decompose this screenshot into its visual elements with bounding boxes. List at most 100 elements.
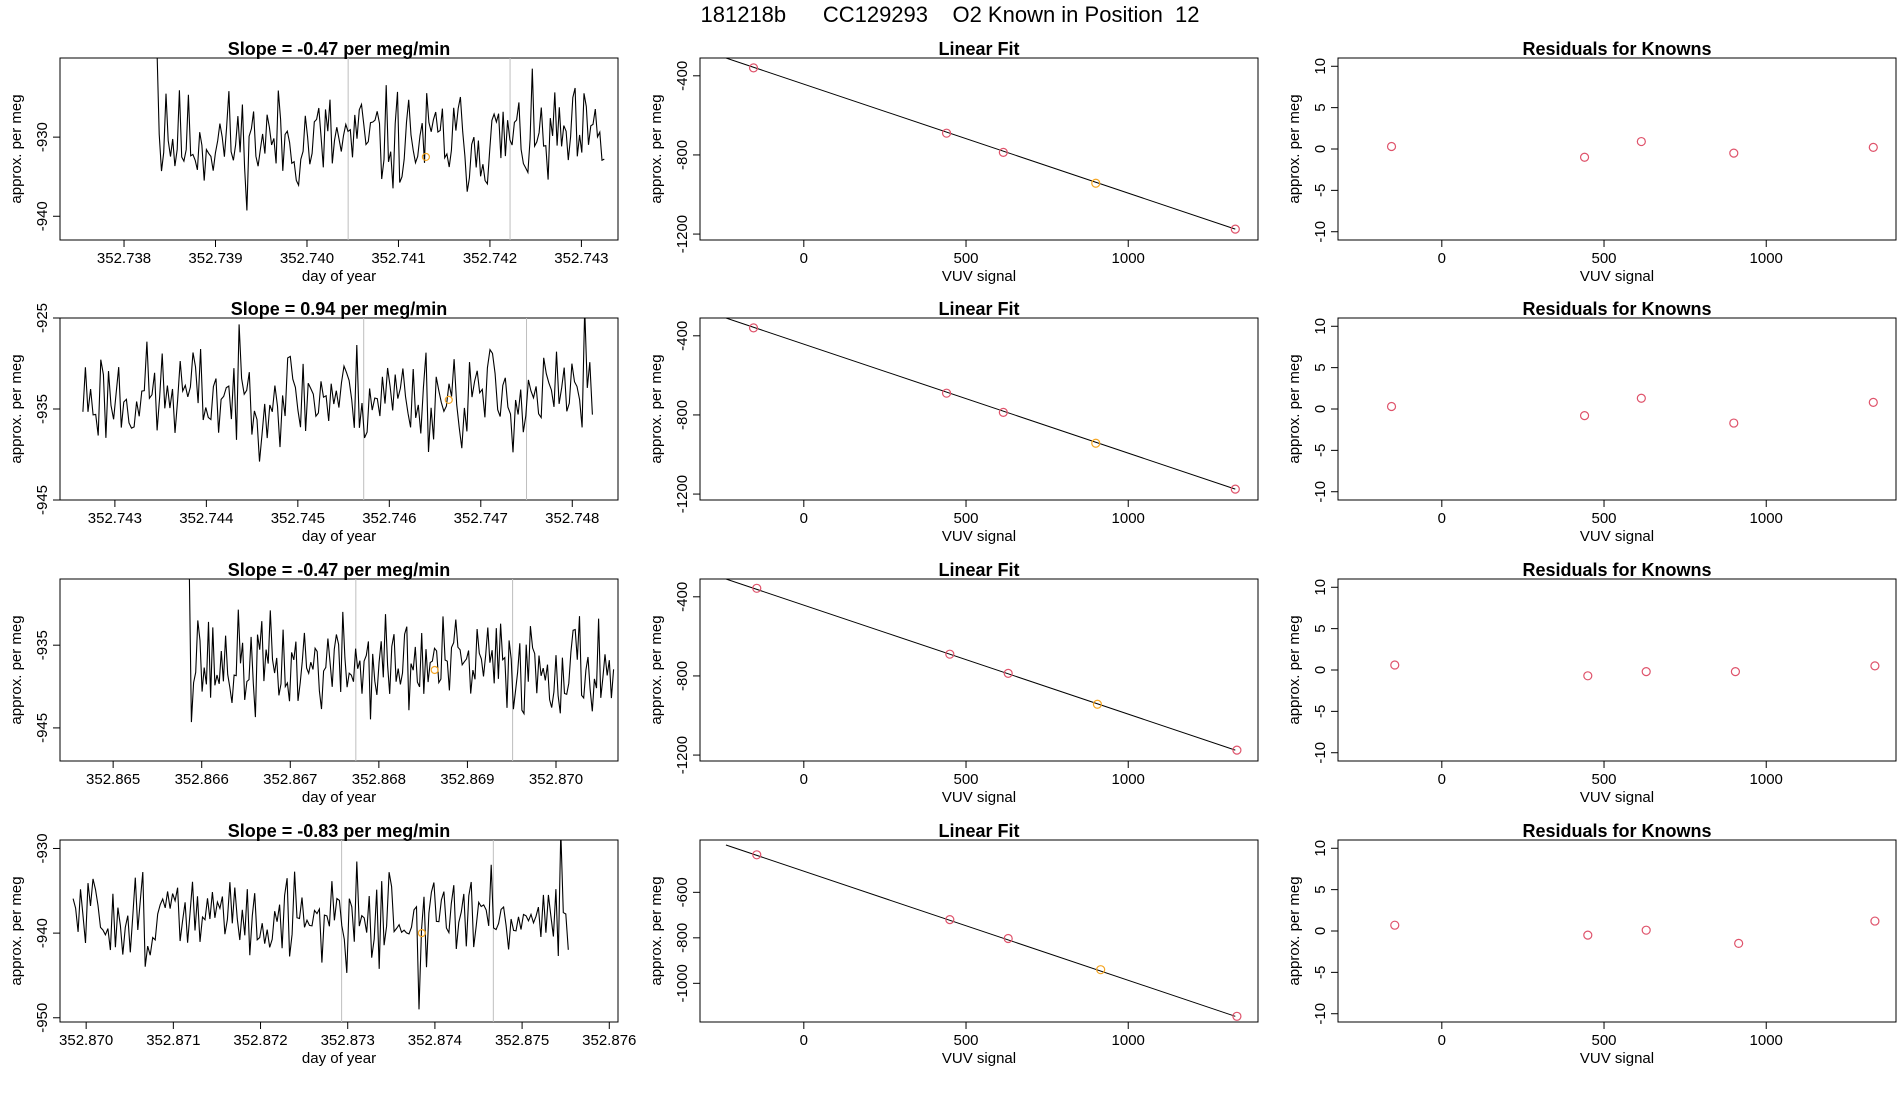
panel-title: Slope = -0.47 per meg/min: [228, 560, 451, 580]
figure-title: 181218b CC129293 O2 Known in Position 12: [700, 2, 1200, 27]
y-tick-label: -800: [674, 140, 691, 170]
y-tick-label: 10: [1312, 318, 1329, 335]
fit-point: [752, 583, 762, 593]
x-tick-label: 0: [1438, 250, 1446, 267]
y-tick-label: -5: [1312, 705, 1329, 718]
x-tick-label: 352.871: [146, 1032, 200, 1049]
fit-line: [725, 844, 1236, 1017]
x-tick-label: 0: [800, 250, 808, 267]
panel-title: Linear Fit: [938, 560, 1019, 580]
y-axis-label: approx. per meg: [8, 876, 25, 985]
y-tick-label: 10: [1312, 579, 1329, 596]
y-tick-label: -945: [34, 485, 51, 515]
y-tick-label: -400: [674, 61, 691, 91]
x-tick-label: 0: [1438, 1032, 1446, 1049]
x-tick-label: 1000: [1112, 510, 1145, 527]
y-tick-label: -935: [34, 394, 51, 424]
y-tick-label: 0: [1312, 145, 1329, 153]
residual-point: [1390, 920, 1400, 930]
panel-title: Residuals for Knowns: [1522, 299, 1711, 319]
residual-point: [1868, 397, 1878, 407]
y-tick-label: -10: [1312, 1003, 1329, 1025]
panel-3-1: Linear Fit 0 500 1000 VUV signal -600 -800 -100…: [648, 821, 1259, 1067]
series-line: [82, 318, 593, 462]
x-tick-label: 500: [954, 1032, 979, 1049]
fit-point: [748, 323, 759, 333]
y-axis-label: approx. per meg: [8, 354, 25, 463]
x-tick-label: 352.875: [495, 1032, 549, 1049]
x-tick-label: 352.872: [233, 1032, 287, 1049]
residual-point: [1390, 660, 1400, 670]
x-tick-label: 352.743: [554, 250, 608, 267]
unknown-marker: [421, 152, 431, 162]
series-line: [156, 58, 605, 211]
panel-1-2: Residuals for Knowns 0 500 1000 VUV signal 10…: [1286, 299, 1897, 545]
panel-0-1: Linear Fit 0 500 1000 VUV signal -400 -800 -120…: [648, 39, 1259, 285]
x-tick-label: 352.741: [371, 250, 425, 267]
plot-frame: [699, 317, 1259, 501]
x-tick-label: 1000: [1750, 510, 1783, 527]
x-tick-label: 352.744: [179, 510, 233, 527]
y-tick-label: -925: [34, 303, 51, 333]
y-tick-label: -10: [1312, 742, 1329, 764]
residual-point: [1729, 148, 1739, 158]
x-tick-label: 0: [1438, 510, 1446, 527]
x-tick-label: 1000: [1750, 250, 1783, 267]
x-tick-label: 352.865: [86, 771, 140, 788]
panel-title: Linear Fit: [938, 39, 1019, 59]
panel-2-2: Residuals for Knowns 0 500 1000 VUV signal 10…: [1286, 560, 1897, 806]
panel-title: Slope = -0.83 per meg/min: [228, 821, 451, 841]
y-tick-label: -940: [34, 201, 51, 231]
fit-point: [1003, 668, 1013, 678]
y-axis-label: approx. per meg: [8, 615, 25, 724]
x-tick-label: 352.876: [582, 1032, 636, 1049]
fit-point: [941, 388, 952, 398]
residual-point: [1870, 916, 1880, 926]
x-tick-label: 352.874: [408, 1032, 462, 1049]
plot-frame: [1337, 57, 1897, 241]
fit-point: [1232, 1011, 1242, 1021]
fit-point: [1096, 965, 1106, 975]
y-tick-label: -10: [1312, 481, 1329, 503]
x-tick-label: 352.866: [175, 771, 229, 788]
x-tick-label: 0: [800, 1032, 808, 1049]
y-axis-label: approx. per meg: [648, 94, 665, 203]
residual-point: [1583, 930, 1593, 940]
panel-title: Residuals for Knowns: [1522, 821, 1711, 841]
y-tick-label: 5: [1312, 624, 1329, 632]
y-tick-label: -930: [34, 122, 51, 152]
fit-point: [1003, 933, 1013, 944]
x-tick-label: 352.747: [454, 510, 508, 527]
y-tick-label: -5: [1312, 444, 1329, 457]
y-tick-label: -800: [674, 923, 691, 953]
y-tick-label: 5: [1312, 885, 1329, 893]
y-axis-label: approx. per meg: [8, 94, 25, 203]
panel-1-1: Linear Fit 0 500 1000 VUV signal -400 -800 -120…: [648, 299, 1259, 545]
panel-title: Slope = -0.47 per meg/min: [228, 39, 451, 59]
x-tick-label: 352.738: [97, 250, 151, 267]
x-axis-label: day of year: [302, 528, 376, 545]
y-tick-label: -800: [674, 400, 691, 430]
unknown-marker: [444, 395, 453, 404]
x-axis-label: day of year: [302, 1050, 376, 1067]
plot-frame: [699, 578, 1259, 762]
fit-line: [725, 579, 1236, 751]
residual-point: [1583, 671, 1593, 681]
y-tick-label: -945: [34, 713, 51, 743]
x-axis-label: VUV signal: [1580, 1050, 1654, 1067]
x-tick-label: 500: [1592, 250, 1617, 267]
y-axis-label: approx. per meg: [648, 354, 665, 463]
panel-0-2: Residuals for Knowns 0 500 1000 VUV signal 10…: [1286, 39, 1897, 285]
x-tick-label: 352.748: [545, 510, 599, 527]
x-tick-label: 352.745: [271, 510, 325, 527]
x-tick-label: 1000: [1750, 1032, 1783, 1049]
panel-0-0: Slope = -0.47 per meg/min 352.738 352.739 3…: [8, 39, 619, 285]
panel-title: Residuals for Knowns: [1522, 560, 1711, 580]
x-tick-label: 352.742: [463, 250, 517, 267]
x-tick-label: 0: [800, 771, 808, 788]
fit-point: [752, 850, 762, 860]
plot-frame: [1337, 839, 1897, 1023]
y-tick-label: -400: [674, 321, 691, 351]
x-tick-label: 352.867: [263, 771, 317, 788]
